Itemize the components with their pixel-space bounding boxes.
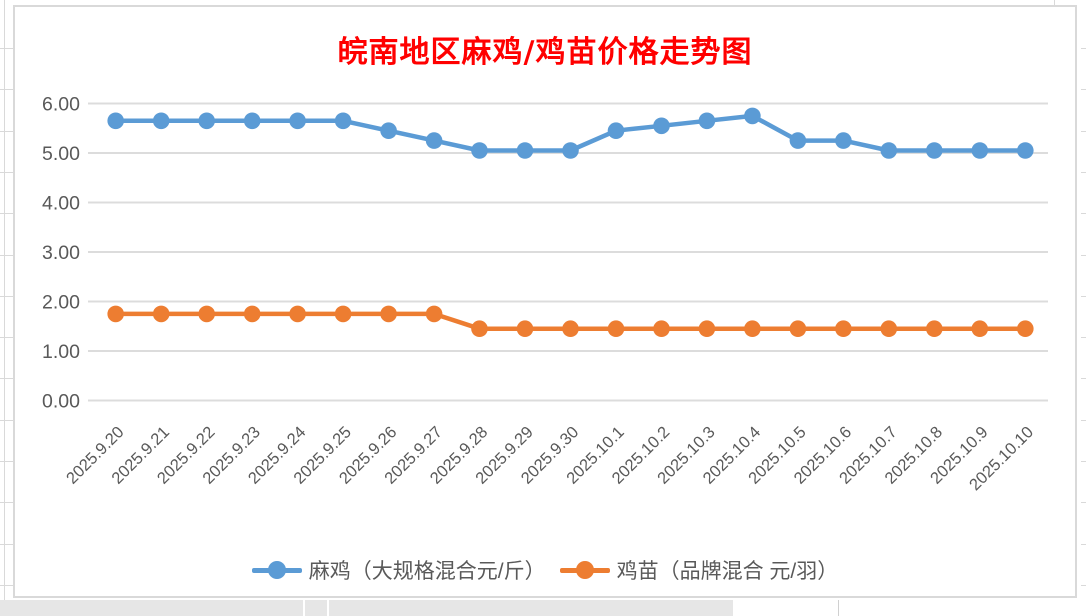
spreadsheet-cell-line (1081, 420, 1086, 421)
spreadsheet-cell-line (1081, 378, 1086, 379)
spreadsheet-cell-line (1081, 296, 1086, 297)
spreadsheet-cell-line (1081, 337, 1086, 338)
spreadsheet-cell-line (1081, 502, 1086, 503)
spreadsheet-cell-line (1081, 172, 1086, 173)
spreadsheet-cell-line (0, 172, 13, 173)
legend-marker-chick (559, 561, 610, 579)
spreadsheet-cell-line (0, 213, 13, 214)
spreadsheet-cell (733, 600, 1086, 616)
legend-dot-icon (575, 561, 594, 579)
spreadsheet-cell-line (0, 420, 13, 421)
chart-frame (13, 5, 1077, 598)
spreadsheet-cell-line (1081, 461, 1086, 462)
spreadsheet-cell-line (0, 48, 13, 49)
spreadsheet-cell-line (1081, 48, 1086, 49)
legend-item-chick: 鸡苗（品牌混合 元/羽） (559, 555, 839, 585)
spreadsheet-cell-line (0, 337, 13, 338)
spreadsheet-cell-line (1081, 213, 1086, 214)
spreadsheet-cell-line (1081, 131, 1086, 132)
spreadsheet-cell-line (0, 255, 13, 256)
legend-item-mahua: 麻鸡（大规格混合元/斤） (251, 555, 546, 585)
spreadsheet-cell-line (1081, 544, 1086, 545)
legend-dot-icon (267, 561, 286, 579)
spreadsheet-cell-line (1081, 585, 1086, 586)
legend-label-chick: 鸡苗（品牌混合 元/羽） (616, 560, 839, 583)
chart-legend: 麻鸡（大规格混合元/斤） 鸡苗（品牌混合 元/羽） (13, 551, 1077, 589)
spreadsheet-cell-line (0, 89, 13, 90)
spreadsheet-cell-line (0, 131, 13, 132)
spreadsheet-cell-line (1081, 255, 1086, 256)
spreadsheet-cell-line (0, 502, 13, 503)
spreadsheet-bottom-row (0, 600, 1086, 616)
spreadsheet-cell-line (0, 544, 13, 545)
spreadsheet-cell-line (838, 600, 839, 616)
spreadsheet-cell-line (0, 296, 13, 297)
spreadsheet-cell-line (1054, 0, 1055, 5)
spreadsheet-cell-line (4, 0, 5, 616)
spreadsheet-cell-line (1081, 89, 1086, 90)
spreadsheet-cell-line (0, 585, 13, 586)
spreadsheet-cell-line (327, 600, 329, 616)
legend-label-mahua: 麻鸡（大规格混合元/斤） (308, 560, 546, 583)
chart-title: 皖南地区麻鸡/鸡苗价格走势图 (337, 35, 753, 70)
spreadsheet-cell-line (0, 461, 13, 462)
spreadsheet-cell-line (303, 600, 305, 616)
legend-marker-mahua (251, 561, 302, 579)
spreadsheet-cell-line (0, 378, 13, 379)
